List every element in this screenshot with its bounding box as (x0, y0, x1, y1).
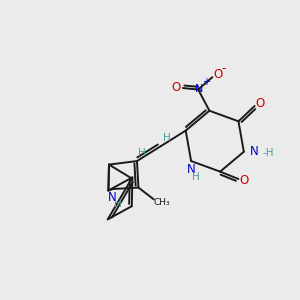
Text: N: N (195, 84, 204, 94)
Text: O: O (213, 68, 222, 81)
Text: O: O (172, 81, 181, 94)
Text: N: N (250, 145, 259, 158)
Text: N: N (187, 163, 196, 176)
Text: H: H (192, 172, 200, 182)
Text: CH₃: CH₃ (154, 198, 170, 207)
Text: H: H (163, 133, 170, 142)
Text: N: N (108, 191, 117, 204)
Text: O: O (239, 174, 248, 187)
Text: +: + (202, 77, 210, 87)
Text: -H: -H (262, 148, 274, 158)
Text: -: - (221, 62, 226, 75)
Text: H: H (138, 148, 146, 158)
Text: H: H (114, 199, 122, 209)
Text: O: O (255, 97, 265, 110)
